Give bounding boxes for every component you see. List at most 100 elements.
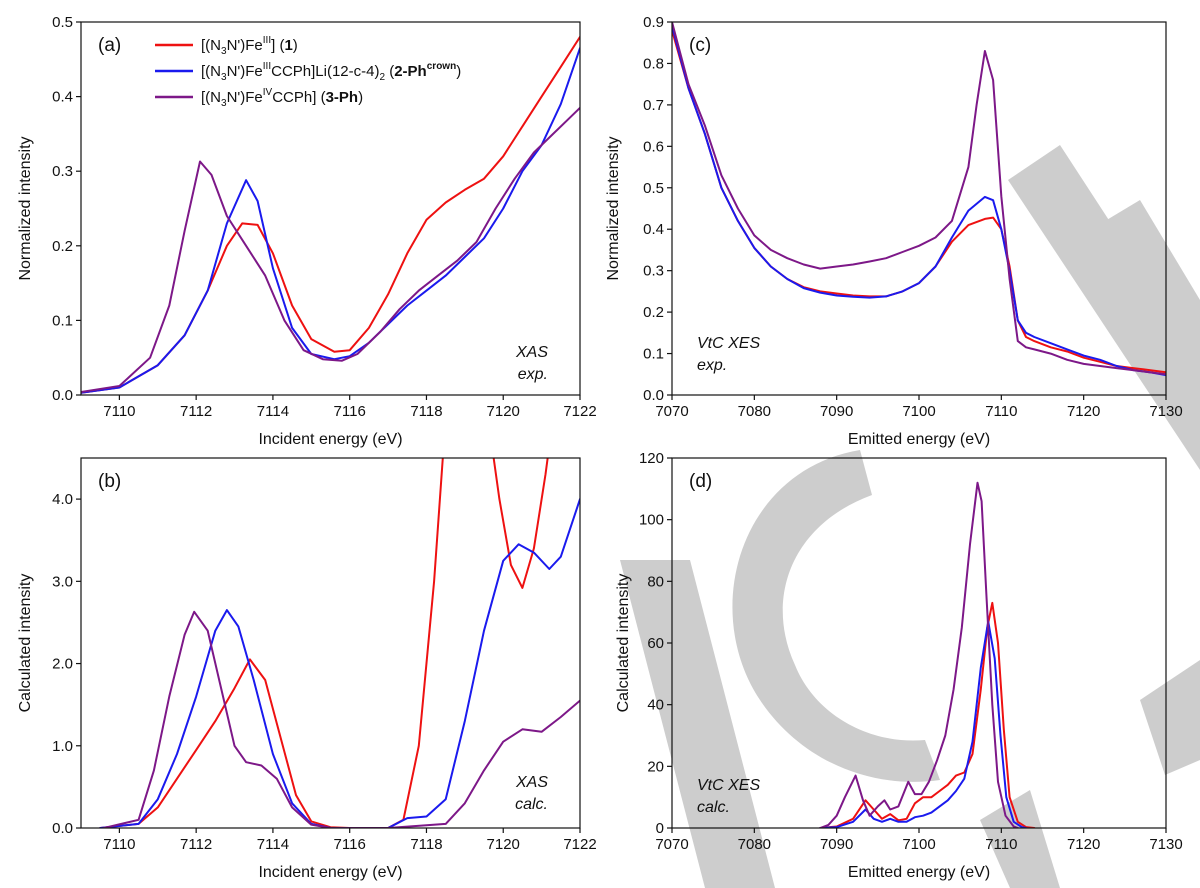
x-axis-title: Incident energy (eV) (258, 431, 402, 448)
legend-entry-1: [(N3N')FeIII] (1) (201, 35, 298, 57)
x-tick-label: 7090 (820, 403, 853, 420)
panel-c: 7070 7080 7090 7100 7110 7120 7130 0.0 0.1 0.2 0.3… (605, 14, 1183, 448)
x-tick-label: 7070 (655, 836, 688, 853)
annotation-text: exp. (697, 357, 727, 374)
plot-frame (80, 457, 581, 829)
y-tick-label: 0.5 (52, 14, 73, 31)
legend-entry-3: [(N3N')FeIVCCPh] (3-Ph) (201, 87, 363, 109)
y-tick-label: 60 (647, 635, 664, 652)
x-tick-label: 7080 (738, 403, 771, 420)
watermark-stroke (1008, 145, 1200, 470)
series-group (99, 458, 580, 828)
y-tick-label: 0.0 (643, 387, 664, 404)
series-line-purple (103, 610, 580, 828)
y-tick-label: 0.5 (643, 180, 664, 197)
y-tick-label: 0.4 (643, 221, 664, 238)
y-axis-title: Calculated intensity (615, 574, 632, 713)
y-tick-label: 0.0 (52, 820, 73, 837)
panel-label: (d) (689, 471, 712, 492)
plot-frame (80, 21, 581, 396)
x-tick-label: 7090 (820, 836, 853, 853)
y-tick-label: 0.2 (52, 238, 73, 255)
y-tick-label: 3.0 (52, 573, 73, 590)
series-group (819, 481, 1036, 828)
x-tick-label: 7100 (902, 403, 935, 420)
series-line-purple (819, 481, 1019, 828)
x-tick-label: 7120 (1067, 403, 1100, 420)
x-tick-label: 7120 (487, 403, 520, 420)
x-tick-label: 7116 (334, 836, 366, 853)
series-line-blue (99, 498, 580, 828)
y-tick-label: 20 (647, 758, 664, 775)
panel-a: 7110 7112 7114 7116 7118 7120 7122 0.0 0.1 0.2 0.3… (17, 14, 597, 448)
x-tick-label: 7130 (1149, 403, 1182, 420)
series-line-red (819, 601, 1036, 828)
x-tick-label: 7110 (103, 403, 135, 420)
watermark-stroke (980, 790, 1060, 888)
series-line-purple (81, 106, 580, 393)
y-tick-label: 120 (639, 450, 664, 467)
y-tick-label: 0.2 (643, 304, 664, 321)
y-tick-label: 1.0 (52, 738, 73, 755)
watermark-stroke (732, 450, 940, 782)
panel-b: 7110 7112 7114 7116 7118 7120 7122 0.0 1.0 2.0 3.0… (17, 457, 597, 881)
y-axis-title: Normalized intensity (17, 136, 34, 280)
x-tick-label: 7112 (180, 836, 212, 853)
series-line-red (492, 458, 549, 589)
y-tick-label: 0.7 (643, 97, 664, 114)
annotation-text: XAS (515, 774, 548, 791)
x-tick-label: 7120 (487, 836, 520, 853)
y-tick-label: 0.4 (52, 89, 73, 106)
watermark-stroke (620, 560, 775, 888)
y-tick-label: 0.9 (643, 14, 664, 31)
legend-entry-2: [(N3N')FeIIICCPh]Li(12-c-4)2 (2-Phcrown) (201, 61, 461, 83)
x-tick-label: 7118 (410, 403, 442, 420)
series-line-red (99, 458, 444, 828)
y-tick-label: 40 (647, 697, 664, 714)
panel-label: (c) (689, 35, 711, 56)
x-tick-label: 7110 (985, 403, 1017, 420)
x-tick-label: 7120 (1067, 836, 1100, 853)
x-axis-title: Emitted energy (eV) (848, 864, 990, 881)
x-tick-label: 7122 (563, 836, 596, 853)
x-tick-label: 7130 (1149, 836, 1182, 853)
watermark (620, 145, 1200, 888)
y-tick-label: 0.3 (52, 163, 73, 180)
x-axis-title: Incident energy (eV) (258, 864, 402, 881)
x-tick-label: 7110 (985, 836, 1017, 853)
series-group (672, 22, 1166, 377)
legend: [(N3N')FeIII] (1) [(N3N')FeIIICCPh]Li(12… (155, 35, 461, 109)
y-axis-title: Calculated intensity (17, 574, 34, 713)
annotation-text: VtC XES (697, 777, 760, 794)
y-tick-label: 0.0 (52, 387, 73, 404)
x-axis-title: Emitted energy (eV) (848, 431, 990, 448)
watermark-stroke (1090, 200, 1200, 380)
panel-label: (a) (98, 35, 121, 56)
y-axis-title: Normalized intensity (605, 136, 622, 280)
annotation-text: calc. (697, 799, 730, 816)
x-tick-label: 7118 (410, 836, 442, 853)
series-line-blue (819, 620, 1027, 828)
y-tick-label: 0.1 (52, 312, 73, 329)
annotation-text: VtC XES (697, 335, 760, 352)
watermark-stroke (1140, 660, 1200, 775)
y-tick-label: 0.1 (643, 346, 664, 363)
series-line-blue (81, 47, 580, 394)
annotation-text: calc. (515, 796, 548, 813)
y-tick-label: 0 (656, 820, 664, 837)
x-tick-label: 7110 (103, 836, 135, 853)
y-tick-label: 0.6 (643, 138, 664, 155)
x-tick-label: 7122 (563, 403, 596, 420)
panel-label: (b) (98, 471, 121, 492)
series-line-blue (672, 25, 1166, 377)
x-tick-label: 7080 (738, 836, 771, 853)
y-tick-label: 80 (647, 573, 664, 590)
x-tick-label: 7070 (655, 403, 688, 420)
x-tick-label: 7114 (257, 403, 289, 420)
y-tick-label: 100 (639, 512, 664, 529)
y-tick-label: 0.3 (643, 263, 664, 280)
x-tick-label: 7112 (180, 403, 212, 420)
x-tick-label: 7114 (257, 836, 289, 853)
panel-d: 7070 7080 7090 7100 7110 7120 7130 0 20 40 60 80 100… (615, 450, 1183, 881)
